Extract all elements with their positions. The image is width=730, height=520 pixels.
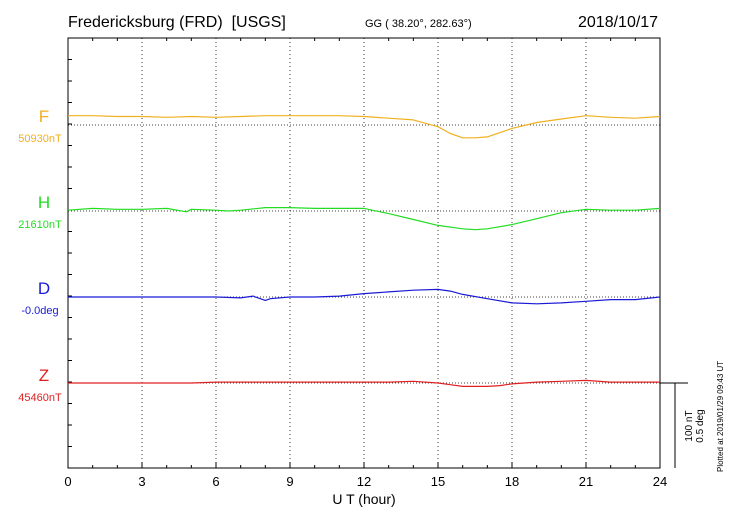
series-name-f: F (39, 107, 49, 126)
x-tick-label: 24 (653, 474, 667, 489)
axis-ticks: 0 3 6 9 12 15 18 21 24 (64, 38, 667, 489)
x-tick-label: 0 (64, 474, 71, 489)
plot-date: 2018/10/17 (578, 14, 658, 31)
series-layer (67, 115, 661, 387)
x-tick-label: 15 (431, 474, 445, 489)
station-title: Fredericksburg (FRD) [USGS] (68, 14, 286, 31)
x-tick-label: 21 (579, 474, 593, 489)
series-baseline-z: 45460nT (18, 392, 62, 404)
x-axis-label: U T (hour) (332, 491, 395, 507)
series-line-h (67, 207, 661, 231)
coordinates-label: GG ( 38.20°, 282.63°) (365, 18, 472, 30)
series-baseline-d: -0.0deg (21, 305, 58, 317)
series-line-f (68, 115, 661, 139)
x-tick-label: 18 (505, 474, 519, 489)
x-tick-label: 6 (212, 474, 219, 489)
series-name-d: D (38, 279, 50, 298)
x-tick-label: 12 (357, 474, 371, 489)
series-line-z (68, 379, 660, 387)
series-baseline-f: 50930nT (18, 133, 62, 145)
series-line-d (68, 288, 661, 305)
series-labels: F 50930nT H 21610nT D -0.0deg Z 45460nT (18, 107, 62, 404)
scale-label-deg: 0.5 deg (695, 409, 706, 442)
series-name-h: H (38, 193, 50, 212)
x-tick-label: 3 (138, 474, 145, 489)
series-name-z: Z (39, 366, 49, 385)
grid-lines (141, 38, 587, 468)
scale-label-nt: 100 nT (684, 410, 695, 441)
plotted-timestamp: Plotted at 2019/01/29 09:43 UT (716, 361, 725, 472)
x-tick-label: 9 (286, 474, 293, 489)
series-baseline-h: 21610nT (18, 219, 62, 231)
